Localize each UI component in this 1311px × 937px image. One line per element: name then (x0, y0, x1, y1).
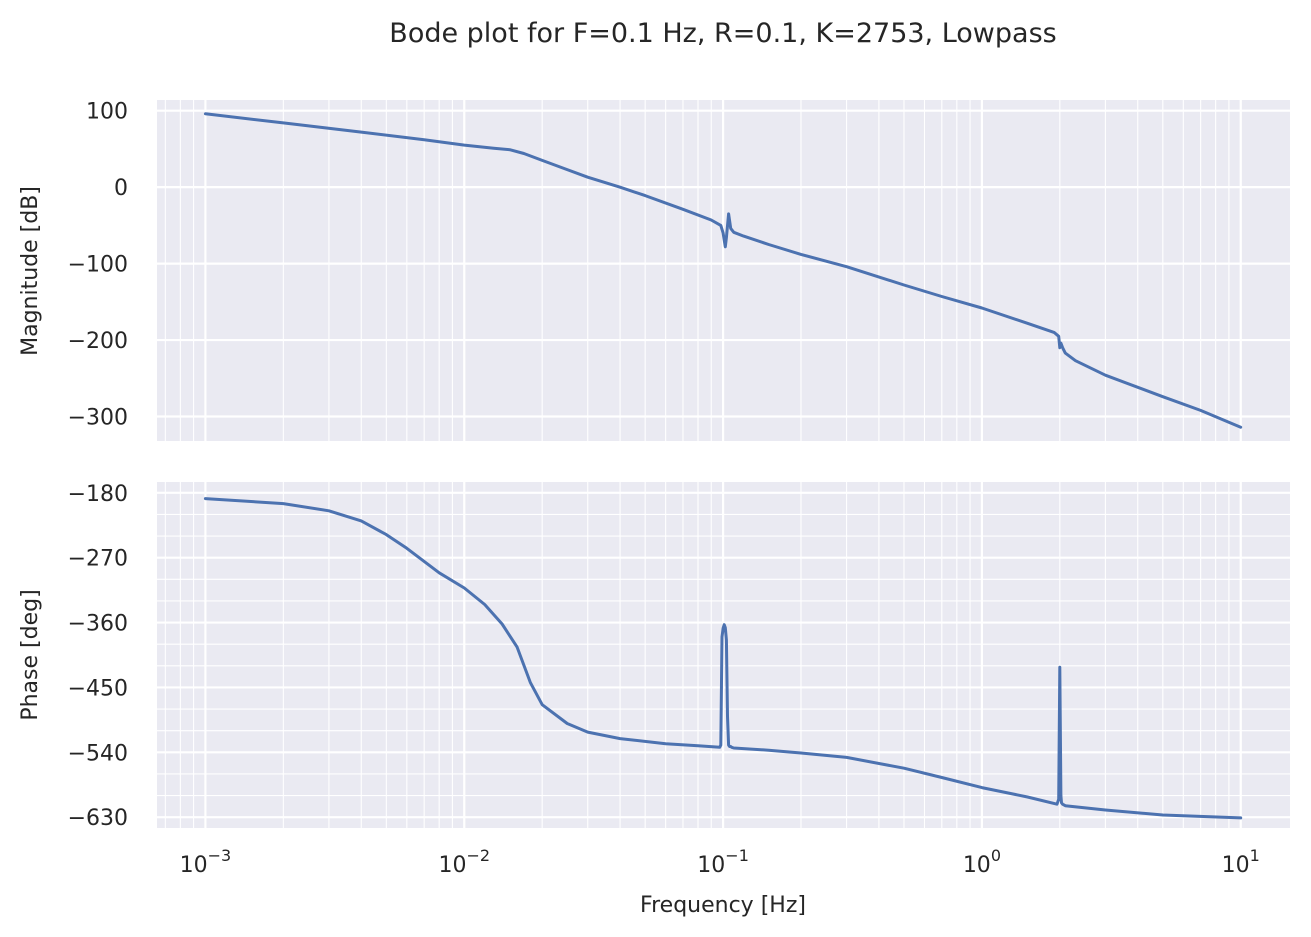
phase-grid (157, 482, 1290, 828)
magnitude-grid (157, 100, 1290, 441)
y-tick-label: −360 (68, 612, 128, 637)
y-tick-label: −450 (68, 676, 128, 701)
y-tick-label: 0 (114, 176, 128, 201)
x-axis-label: Frequency [Hz] (640, 893, 806, 918)
phase-y-axis-label: Phase [deg] (18, 589, 43, 720)
magnitude-series-line (203, 112, 1243, 429)
y-tick-label: 100 (86, 100, 128, 125)
magnitude-y-axis-label: Magnitude [dB] (18, 186, 43, 356)
x-tick-label: 10−3 (180, 846, 232, 878)
chart-title: Bode plot for F=0.1 Hz, R=0.1, K=2753, L… (389, 18, 1056, 49)
y-tick-label: −180 (68, 482, 128, 507)
x-tick-label: 101 (1222, 846, 1260, 878)
y-tick-label: −630 (68, 806, 128, 831)
magnitude-panel: 100 0 −100 −200 −300 Magnitude [dB] (18, 100, 1290, 441)
y-tick-label: −200 (68, 329, 128, 354)
y-tick-label: −100 (68, 253, 128, 278)
x-axis-ticks: 10−3 10−2 10−1 100 101 (180, 846, 1260, 878)
x-tick-label: 10−2 (438, 846, 490, 878)
y-tick-label: −270 (68, 547, 128, 572)
x-tick-label: 10−1 (697, 846, 749, 878)
x-tick-label: 100 (963, 846, 1001, 878)
y-tick-label: −540 (68, 741, 128, 766)
magnitude-y-ticks: 100 0 −100 −200 −300 (68, 100, 128, 431)
phase-panel: −180 −270 −360 −450 −540 −630 Phase [deg] (18, 482, 1290, 831)
phase-y-ticks: −180 −270 −360 −450 −540 −630 (68, 482, 128, 831)
y-tick-label: −300 (68, 406, 128, 431)
phase-series-line (203, 497, 1243, 820)
